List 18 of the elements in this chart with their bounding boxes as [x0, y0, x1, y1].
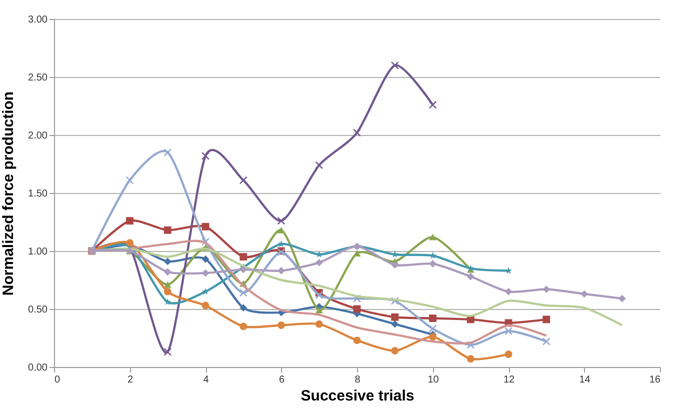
y-tick-label: 1.50: [28, 188, 48, 200]
x-tick-label: 6: [278, 374, 285, 386]
y-tick-label: 2.50: [28, 72, 48, 84]
x-tick-label: 0: [54, 374, 60, 386]
y-tick-label: 1.00: [28, 246, 48, 258]
x-tick-label: 16: [649, 374, 661, 386]
y-axis-title: Normalized force production: [0, 91, 18, 296]
x-tick-label: 8: [354, 374, 361, 386]
x-tick-label: 10: [428, 374, 440, 386]
x-tick-label: 14: [579, 374, 591, 386]
x-tick-label: 12: [503, 374, 515, 386]
y-tick-label: 3.00: [28, 14, 48, 26]
y-tick-label: 2.00: [28, 130, 48, 142]
y-tick-label: 0.00: [28, 362, 48, 374]
x-axis-title: Succesive trials: [300, 388, 414, 404]
y-tick-label: 0.50: [28, 304, 48, 316]
x-tick-label: 2: [127, 374, 134, 386]
x-tick-label: 4: [203, 374, 210, 386]
